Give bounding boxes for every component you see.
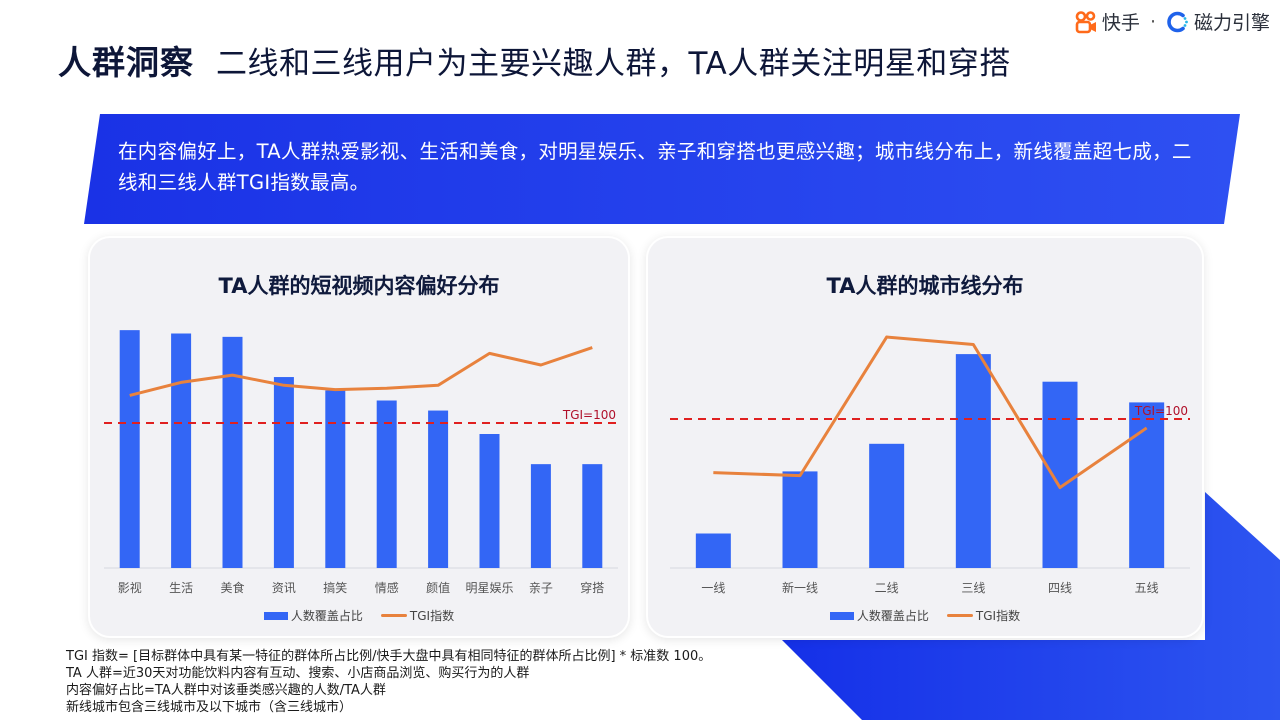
x-tick-label: 一线 bbox=[701, 581, 725, 595]
bar-coverage bbox=[695, 533, 731, 568]
content-preference-chart: 影视 生活 美食 资讯 搞笑 情感 颜值 明星娱乐 亲子 穿搭 TGI=100 bbox=[104, 330, 618, 595]
bar-coverage bbox=[1042, 381, 1078, 568]
bar-coverage bbox=[273, 377, 294, 568]
kuaishou-label: 快手 bbox=[1101, 12, 1140, 34]
bar-coverage bbox=[955, 354, 991, 568]
chart-legend: 人数覆盖占比 TGI指数 bbox=[646, 607, 1204, 624]
bar-coverage bbox=[582, 464, 603, 568]
summary-banner-shape bbox=[84, 114, 1240, 224]
bar-swatch-icon bbox=[829, 611, 854, 620]
x-tick-label: 三线 bbox=[961, 581, 985, 595]
footnote-preference-definition: 内容偏好占比=TA人群中对该垂类感兴趣的人数/TA人群 bbox=[66, 683, 386, 698]
chart-title: TA人群的城市线分布 bbox=[826, 274, 1024, 298]
page-title-subtitle: 二线和三线用户为主要兴趣人群，TA人群关注明星和穿搭 bbox=[216, 46, 1011, 82]
footnote-new-tier-definition: 新线城市包含三线城市及以下城市（含三线城市） bbox=[66, 700, 353, 715]
city-tier-chart: 一线 新一线 二线 三线 四线 五线 TGI=100 bbox=[670, 335, 1190, 595]
engine-label: 磁力引擎 bbox=[1193, 12, 1270, 34]
brand-separator: · bbox=[1149, 10, 1156, 33]
tgi-reference-label: TGI=100 bbox=[1134, 404, 1188, 418]
legend-label: TGI指数 bbox=[409, 609, 455, 623]
x-tick-label: 搞笑 bbox=[323, 580, 347, 595]
x-tick-label: 影视 bbox=[118, 580, 142, 595]
kuaishou-logo-icon bbox=[1075, 10, 1096, 33]
brand-logo: 快手 · 磁力引擎 bbox=[1074, 8, 1270, 35]
x-tick-label: 五线 bbox=[1135, 581, 1159, 595]
bar-coverage bbox=[782, 471, 818, 568]
legend-item-coverage: 人数覆盖占比 bbox=[263, 607, 363, 624]
footnote-tgi-definition: TGI 指数= [目标群体中具有某一特征的群体所占比例/快手大盘中具有相同特征的… bbox=[66, 649, 712, 664]
x-tick-label: 生活 bbox=[169, 581, 193, 595]
page-title-main: 人群洞察 bbox=[58, 43, 194, 82]
chart-legend: 人数覆盖占比 TGI指数 bbox=[88, 607, 630, 624]
x-tick-label: 资讯 bbox=[272, 581, 296, 595]
x-tick-label: 颜值 bbox=[426, 580, 450, 595]
content-preference-chart-card: TA人群的短视频内容偏好分布 影视 生活 美食 资讯 搞笑 情感 颜值 明星娱乐 亲子 穿搭 TGI… bbox=[88, 236, 630, 638]
cili-engine-logo-icon bbox=[1167, 11, 1188, 32]
legend-item-coverage: 人数覆盖占比 bbox=[829, 607, 929, 624]
tgi-line bbox=[713, 335, 1148, 490]
x-tick-label: 四线 bbox=[1048, 581, 1072, 595]
bar-coverage bbox=[171, 333, 192, 568]
legend-label: TGI指数 bbox=[975, 609, 1021, 623]
tgi-line bbox=[129, 346, 593, 397]
x-tick-label: 新一线 bbox=[782, 580, 818, 595]
bar-coverage bbox=[222, 336, 243, 568]
legend-item-tgi: TGI指数 bbox=[946, 607, 1021, 624]
bar-coverage bbox=[428, 410, 449, 568]
legend-item-tgi: TGI指数 bbox=[380, 607, 455, 624]
page-title: 人群洞察 二线和三线用户为主要兴趣人群，TA人群关注明星和穿搭 bbox=[58, 36, 1011, 84]
x-tick-label: 美食 bbox=[220, 580, 244, 595]
x-tick-label: 穿搭 bbox=[580, 580, 604, 595]
line-swatch-icon bbox=[380, 614, 407, 617]
city-tier-chart-card: TA人群的城市线分布 一线 新一线 二线 三线 四线 五线 TGI=100 人数覆盖占比 T… bbox=[646, 236, 1204, 638]
bar-coverage bbox=[530, 464, 551, 568]
legend-label: 人数覆盖占比 bbox=[856, 609, 929, 623]
x-tick-label: 明星娱乐 bbox=[465, 581, 513, 595]
bar-coverage bbox=[869, 443, 905, 568]
tgi-reference-label: TGI=100 bbox=[562, 408, 616, 422]
summary-banner: 在内容偏好上，TA人群热爱影视、生活和美食，对明星娱乐、亲子和穿搭也更感兴趣；城… bbox=[84, 112, 1240, 226]
footnotes: TGI 指数= [目标群体中具有某一特征的群体所占比例/快手大盘中具有相同特征的… bbox=[66, 648, 711, 716]
x-tick-label: 亲子 bbox=[529, 581, 553, 595]
bar-coverage bbox=[376, 400, 397, 568]
legend-label: 人数覆盖占比 bbox=[290, 609, 363, 623]
line-swatch-icon bbox=[946, 614, 973, 617]
footnote-ta-definition: TA 人群=近30天对功能饮料内容有互动、搜索、小店商品浏览、购买行为的人群 bbox=[66, 666, 530, 681]
bar-coverage bbox=[119, 330, 140, 568]
chart-title: TA人群的短视频内容偏好分布 bbox=[218, 274, 500, 298]
bar-coverage bbox=[479, 434, 500, 568]
bar-swatch-icon bbox=[263, 611, 288, 620]
x-tick-label: 二线 bbox=[875, 581, 899, 595]
bar-coverage bbox=[325, 390, 346, 568]
x-tick-label: 情感 bbox=[375, 580, 399, 595]
summary-text: 在内容偏好上，TA人群热爱影视、生活和美食，对明星娱乐、亲子和穿搭也更感兴趣；城… bbox=[118, 140, 1192, 194]
bar-coverage bbox=[1129, 402, 1165, 568]
